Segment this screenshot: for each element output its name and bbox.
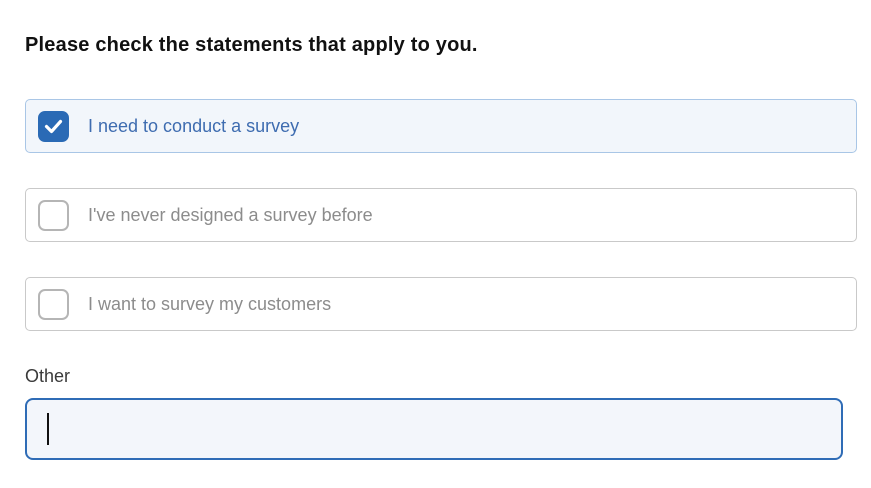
survey-question-form: Please check the statements that apply t… [0, 33, 871, 460]
checkbox-checked[interactable] [38, 110, 69, 142]
other-label: Other [25, 366, 71, 386]
checkbox-option-conduct-survey[interactable]: I need to conduct a survey [25, 99, 857, 153]
checklist: I need to conduct a survey I've never de… [25, 99, 857, 331]
option-label: I want to survey my customers [88, 293, 332, 314]
checkbox-unchecked[interactable] [38, 199, 69, 231]
other-input[interactable] [27, 400, 841, 458]
option-label: I need to conduct a survey [88, 115, 300, 136]
check-icon [44, 119, 63, 133]
page-title: Please check the statements that apply t… [25, 34, 478, 56]
other-input-container[interactable] [25, 398, 843, 460]
checkbox-unchecked[interactable] [38, 288, 69, 320]
option-label: I've never designed a survey before [88, 204, 373, 225]
checkbox-option-survey-customers[interactable]: I want to survey my customers [25, 277, 857, 331]
checkbox-option-never-designed[interactable]: I've never designed a survey before [25, 188, 857, 242]
